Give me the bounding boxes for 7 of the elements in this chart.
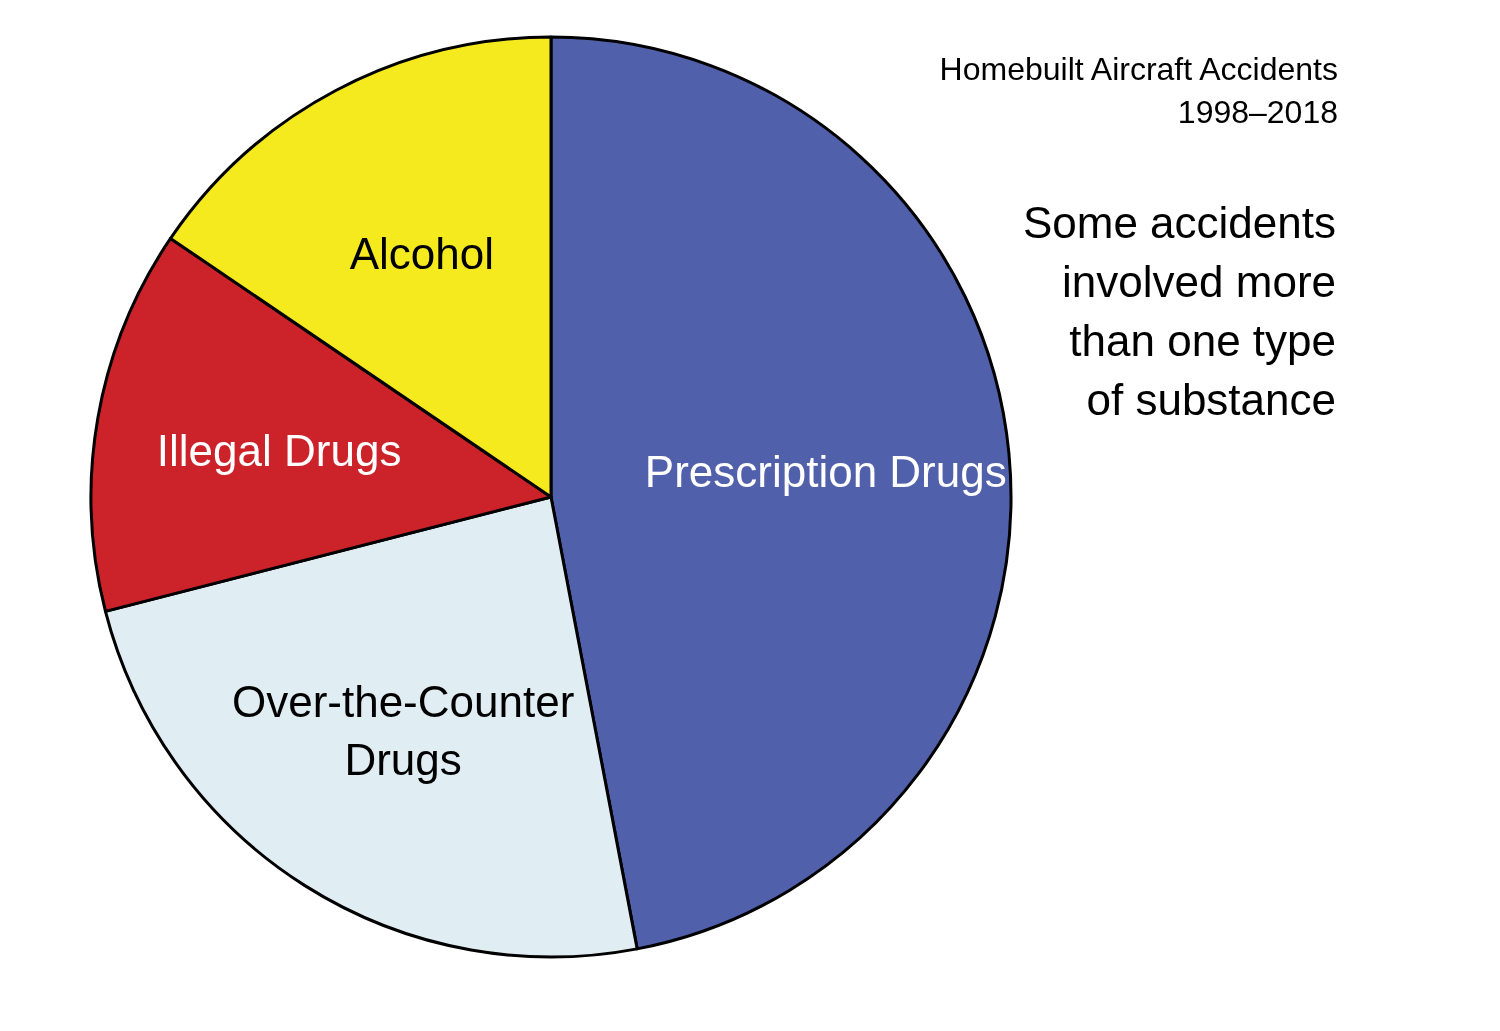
slice-label: Illegal Drugs bbox=[156, 425, 402, 475]
text: 1998–2018 bbox=[1177, 94, 1338, 130]
text: Homebuilt Aircraft Accidents bbox=[939, 51, 1338, 87]
slice-label: Over-the-Counter Drugs bbox=[231, 676, 575, 784]
slice-label: Prescription Drugs bbox=[644, 446, 1007, 496]
text: Some accidents involved more than one type of substance bbox=[1022, 198, 1336, 424]
slice-label: Alcohol bbox=[349, 228, 495, 278]
